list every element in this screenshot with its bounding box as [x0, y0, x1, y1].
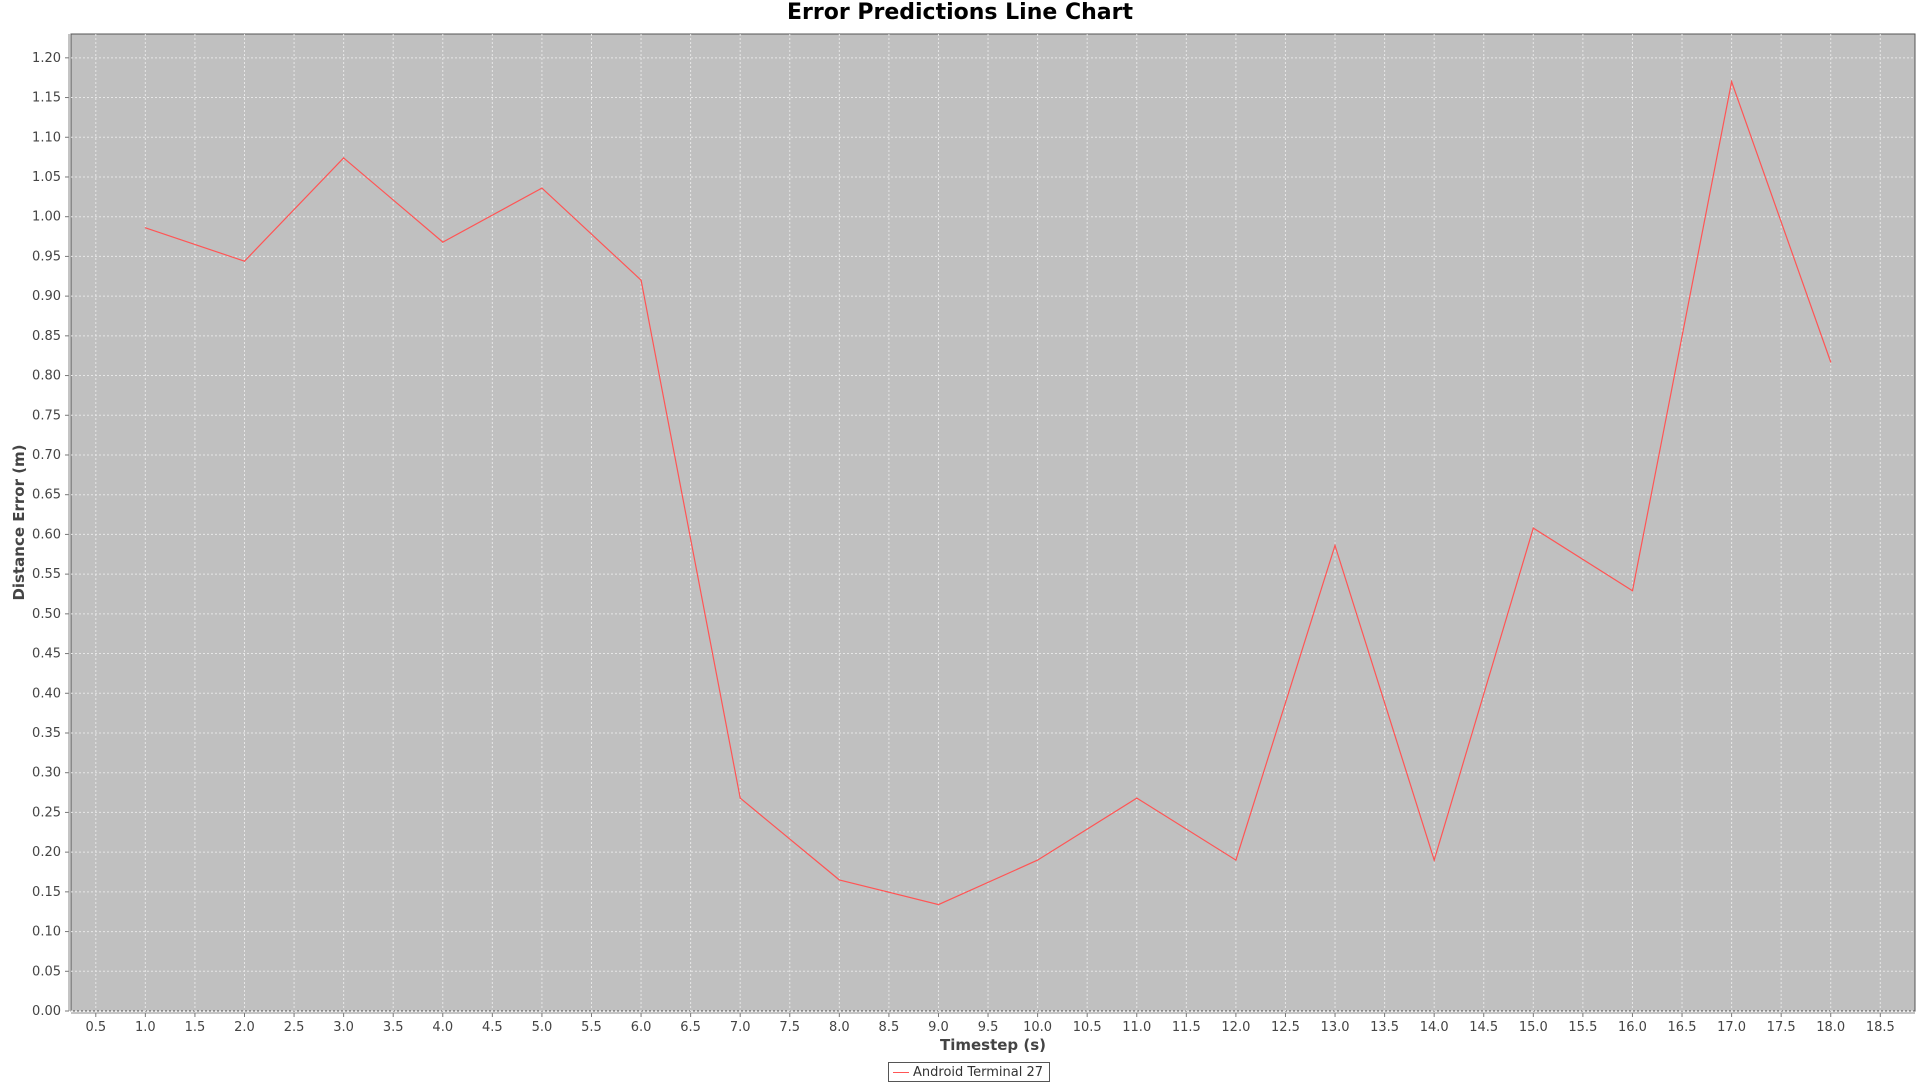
y-axis-label: Distance Error (m) — [10, 444, 28, 600]
data-point — [144, 227, 146, 229]
x-tick-label: 9.5 — [978, 1020, 999, 1035]
x-tick-label: 15.0 — [1519, 1020, 1548, 1035]
y-tick-label: 1.05 — [32, 170, 61, 185]
x-tick-label: 5.5 — [581, 1020, 602, 1035]
y-tick-label: 1.20 — [32, 51, 61, 66]
x-tick-label: 8.5 — [879, 1020, 900, 1035]
y-tick-label: 0.25 — [32, 805, 61, 820]
x-tick-label: 2.0 — [234, 1020, 255, 1035]
x-tick-label: 4.5 — [482, 1020, 503, 1035]
x-axis-label: Timestep (s) — [940, 1036, 1046, 1054]
x-tick-label: 17.0 — [1717, 1020, 1746, 1035]
data-point — [1532, 527, 1534, 529]
legend: Android Terminal 27 — [888, 1062, 1051, 1082]
y-tick-label: 0.50 — [32, 607, 61, 622]
y-tick-label: 0.10 — [32, 925, 61, 940]
x-tick-label: 11.5 — [1172, 1020, 1201, 1035]
data-point — [1730, 81, 1733, 83]
y-tick-label: 0.20 — [32, 845, 61, 860]
data-point — [1433, 859, 1435, 861]
data-point — [343, 157, 345, 159]
x-tick-label: 10.0 — [1023, 1020, 1052, 1035]
series-line — [145, 79, 1832, 906]
y-tick-label: 0.85 — [32, 329, 61, 344]
x-tick-label: 14.5 — [1469, 1020, 1498, 1035]
x-tick-label: 1.5 — [185, 1020, 206, 1035]
y-tick-label: 1.15 — [32, 91, 61, 106]
data-point — [1235, 859, 1237, 861]
x-tick-label: 6.0 — [631, 1020, 652, 1035]
data-point — [1334, 544, 1336, 547]
x-tick-label: 13.0 — [1321, 1020, 1350, 1035]
y-tick-label: 0.65 — [32, 488, 61, 503]
legend-swatch — [893, 1071, 909, 1073]
x-tick-label: 16.0 — [1618, 1020, 1647, 1035]
y-tick-label: 0.05 — [32, 964, 61, 979]
data-point — [937, 903, 940, 906]
y-tick-label: 0.40 — [32, 686, 61, 701]
x-tick-label: 3.5 — [383, 1020, 404, 1035]
x-tick-label: 7.0 — [730, 1020, 751, 1035]
data-point — [739, 797, 741, 799]
x-tick-label: 1.0 — [135, 1020, 156, 1035]
data-point — [1830, 361, 1832, 363]
y-tick-label: 0.45 — [32, 647, 61, 662]
x-tick-label: 11.0 — [1122, 1020, 1151, 1035]
y-tick-label: 0.70 — [32, 448, 61, 463]
data-point — [442, 241, 444, 243]
x-tick-label: 14.0 — [1420, 1020, 1449, 1035]
y-tick-label: 0.95 — [32, 249, 61, 264]
x-tick-label: 10.5 — [1073, 1020, 1102, 1035]
data-point — [1136, 797, 1138, 799]
x-tick-label: 12.0 — [1221, 1020, 1250, 1035]
data-point — [1631, 590, 1634, 592]
data-point — [1037, 859, 1039, 861]
x-tick-label: 3.0 — [333, 1020, 354, 1035]
y-tick-label: 0.60 — [32, 527, 61, 542]
x-tick-label: 13.5 — [1370, 1020, 1399, 1035]
data-point — [640, 279, 642, 281]
y-tick-label: 0.00 — [32, 1004, 61, 1019]
x-tick-label: 9.0 — [928, 1020, 949, 1035]
x-tick-label: 18.0 — [1816, 1020, 1845, 1035]
legend-label: Android Terminal 27 — [913, 1064, 1044, 1080]
y-tick-label: 0.90 — [32, 289, 61, 304]
x-tick-label: 16.5 — [1668, 1020, 1697, 1035]
chart-title: Error Predictions Line Chart — [787, 0, 1133, 25]
plot-area — [70, 33, 1916, 1012]
y-tick-label: 0.30 — [32, 766, 61, 781]
y-tick-label: 0.75 — [32, 408, 61, 423]
x-tick-label: 2.5 — [284, 1020, 305, 1035]
x-tick-label: 0.5 — [85, 1020, 106, 1035]
x-tick-label: 12.5 — [1271, 1020, 1300, 1035]
x-tick-label: 17.5 — [1767, 1020, 1796, 1035]
y-tick-label: 0.15 — [32, 885, 61, 900]
x-tick-label: 5.0 — [532, 1020, 553, 1035]
data-point — [541, 187, 543, 189]
x-tick-label: 6.5 — [680, 1020, 701, 1035]
x-tick-label: 15.5 — [1568, 1020, 1597, 1035]
x-tick-label: 8.0 — [829, 1020, 850, 1035]
y-tick-label: 1.00 — [32, 210, 61, 225]
y-tick-label: 0.80 — [32, 369, 61, 384]
data-point — [838, 879, 840, 881]
x-tick-label: 7.5 — [779, 1020, 800, 1035]
y-tick-label: 0.35 — [32, 726, 61, 741]
data-point — [243, 260, 246, 262]
y-tick-label: 0.55 — [32, 567, 61, 582]
x-tick-label: 4.0 — [432, 1020, 453, 1035]
y-tick-label: 1.10 — [32, 130, 61, 145]
x-tick-label: 18.5 — [1866, 1020, 1895, 1035]
